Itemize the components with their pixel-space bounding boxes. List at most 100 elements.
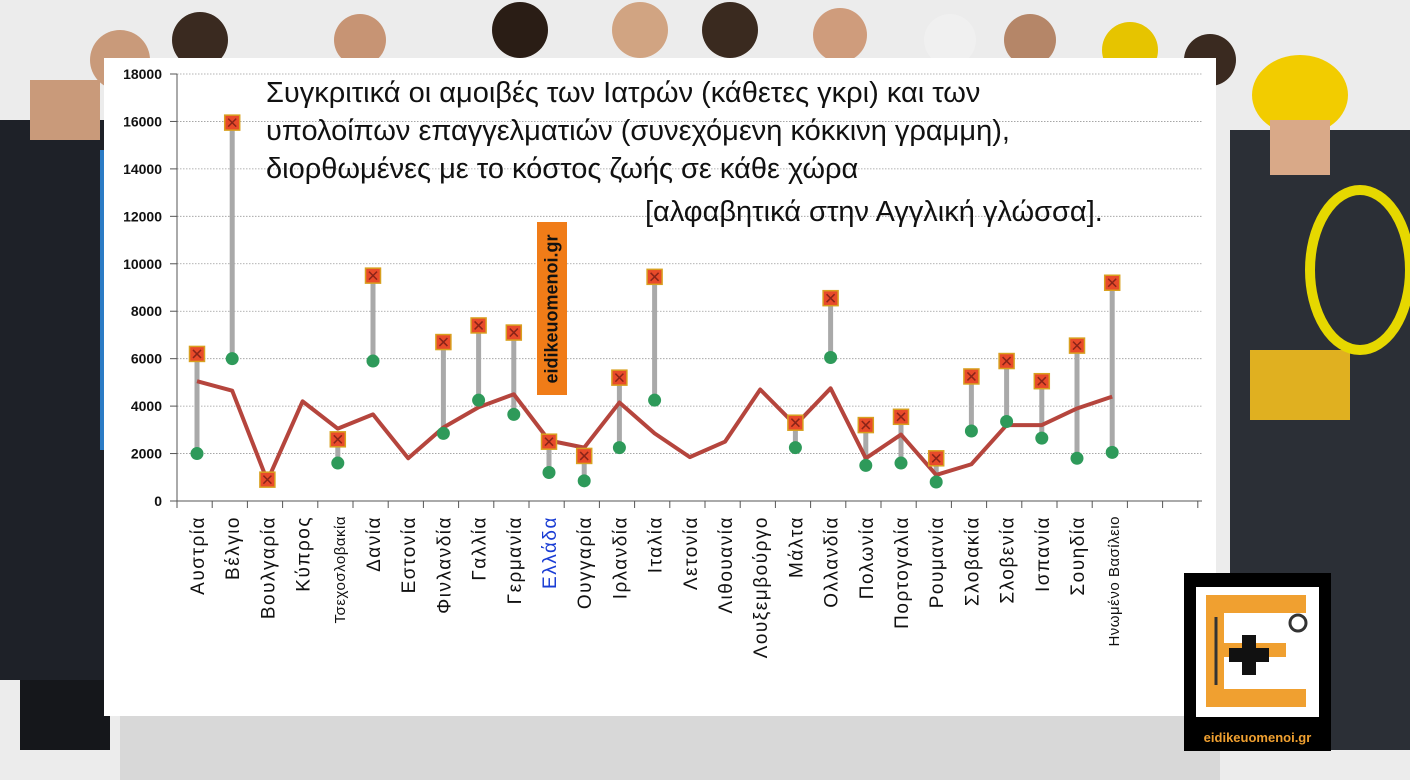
x-category-label: Πολωνία bbox=[857, 516, 878, 599]
site-logo[interactable]: eidikeuomenoi.gr bbox=[1184, 573, 1331, 751]
max-marker bbox=[188, 345, 206, 363]
x-category-label: Φινλανδία bbox=[434, 516, 455, 614]
min-marker bbox=[859, 458, 873, 472]
y-tick-label: 0 bbox=[154, 493, 162, 509]
min-marker bbox=[225, 352, 239, 366]
y-tick-label: 10000 bbox=[123, 256, 162, 272]
max-marker-cross bbox=[438, 337, 448, 347]
x-category-label: Κύπρος bbox=[294, 516, 315, 592]
max-marker bbox=[998, 352, 1015, 370]
max-marker bbox=[540, 433, 558, 450]
x-category-label: Ηνωμένο Βασίλειο bbox=[1106, 516, 1123, 647]
max-marker bbox=[822, 289, 839, 307]
max-marker bbox=[1068, 337, 1086, 354]
line-path bbox=[196, 379, 1113, 483]
min-marker bbox=[472, 393, 486, 407]
x-tick-labels: Αυστρία Βέλγιο Βουλγαρία Κύπρος Τσεχοσλοβακί… bbox=[188, 516, 1123, 658]
max-marker-cross bbox=[509, 328, 519, 338]
x-category-label: Πορτογαλία bbox=[892, 516, 913, 629]
min-marker bbox=[436, 426, 450, 440]
min-marker bbox=[612, 441, 626, 455]
min-marker bbox=[648, 393, 662, 407]
max-marker-cross bbox=[333, 434, 343, 444]
y-tick-label: 4000 bbox=[131, 398, 162, 414]
x-category-label: Ουγγαρία bbox=[575, 516, 596, 609]
max-marker-cross bbox=[826, 293, 836, 303]
max-marker bbox=[646, 268, 663, 286]
max-marker-cross bbox=[931, 453, 941, 463]
x-category-label: Γαλλία bbox=[470, 516, 491, 581]
x-axis bbox=[176, 500, 1202, 508]
max-marker bbox=[505, 324, 523, 341]
min-marker bbox=[824, 350, 838, 364]
x-category-label: Λουξεμβούργο bbox=[751, 516, 772, 658]
chart-title-line-4: [αλφαβητικά στην Αγγλική γλώσσα]. bbox=[645, 196, 1103, 228]
max-marker-cross bbox=[614, 373, 624, 383]
watermark-text: eidikeuomenoi.gr bbox=[541, 233, 562, 384]
max-marker bbox=[575, 447, 593, 465]
min-marker bbox=[964, 424, 978, 438]
x-category-label: Ελλάδα bbox=[540, 516, 561, 589]
x-category-label: Σλοβενία bbox=[998, 516, 1019, 604]
max-marker-cross bbox=[368, 271, 378, 281]
max-marker-cross bbox=[544, 437, 554, 447]
max-marker-cross bbox=[861, 420, 871, 430]
max-marker bbox=[892, 408, 910, 426]
max-marker bbox=[259, 471, 276, 488]
max-marker-cross bbox=[650, 272, 660, 282]
x-category-label: Ισπανία bbox=[1033, 516, 1054, 592]
x-category-label: Ιρλανδία bbox=[610, 516, 631, 599]
min-marker bbox=[577, 474, 591, 488]
x-category-label: Τσεχοσλοβακία bbox=[332, 516, 349, 623]
chart-title-line-2: υπολοίπων επαγγελματιών (συνεχόμενη κόκκ… bbox=[266, 115, 1010, 147]
max-marker bbox=[787, 414, 804, 431]
max-marker-cross bbox=[1072, 341, 1082, 351]
max-marker bbox=[963, 368, 980, 385]
x-category-label: Βουλγαρία bbox=[258, 516, 279, 619]
min-marker bbox=[1035, 431, 1049, 445]
max-marker-cross bbox=[1107, 278, 1117, 288]
max-marker-cross bbox=[896, 412, 906, 422]
max-marker bbox=[611, 369, 628, 386]
max-marker bbox=[857, 416, 875, 434]
x-category-label: Ολλανδία bbox=[822, 516, 843, 608]
x-category-label: Ιταλία bbox=[646, 516, 667, 573]
x-category-label: Γερμανία bbox=[505, 516, 526, 604]
min-marker bbox=[788, 441, 802, 455]
x-category-label: Δανία bbox=[364, 516, 385, 572]
max-marker-cross bbox=[262, 475, 272, 485]
max-marker bbox=[364, 267, 382, 284]
max-marker bbox=[1103, 274, 1121, 292]
min-marker bbox=[507, 407, 521, 421]
min-marker bbox=[929, 475, 943, 489]
max-marker-cross bbox=[1002, 356, 1012, 366]
y-tick-label: 18000 bbox=[123, 66, 162, 82]
x-category-label: Σουηδία bbox=[1068, 516, 1089, 596]
x-category-label: Σλοβακία bbox=[962, 516, 983, 606]
x-category-label: Αυστρία bbox=[188, 516, 209, 595]
y-tick-label: 2000 bbox=[131, 446, 162, 462]
max-marker bbox=[435, 333, 452, 351]
min-marker bbox=[542, 466, 556, 480]
watermark-badge: eidikeuomenoi.gr bbox=[537, 222, 567, 395]
chart-title-line-1: Συγκριτικά οι αμοιβές των Ιατρών (κάθετε… bbox=[266, 77, 981, 109]
min-marker bbox=[1000, 415, 1014, 429]
max-marker bbox=[470, 317, 487, 334]
y-tick-label: 8000 bbox=[131, 303, 162, 319]
y-tick-label: 16000 bbox=[123, 113, 162, 129]
y-tick-label: 12000 bbox=[123, 208, 162, 224]
x-category-label: Εστονία bbox=[399, 516, 420, 593]
max-marker-cross bbox=[790, 418, 800, 428]
max-marker bbox=[927, 450, 945, 467]
x-category-label: Λετονία bbox=[681, 516, 702, 590]
x-category-label: Λιθουανία bbox=[716, 516, 737, 614]
line-series bbox=[196, 379, 1113, 483]
min-marker bbox=[331, 456, 345, 470]
min-marker bbox=[1070, 451, 1084, 465]
x-category-label: Βέλγιο bbox=[223, 516, 244, 580]
max-marker-cross bbox=[192, 349, 202, 359]
max-marker-cross bbox=[579, 451, 589, 461]
min-marker bbox=[1105, 445, 1119, 459]
max-marker-cross bbox=[966, 371, 976, 381]
